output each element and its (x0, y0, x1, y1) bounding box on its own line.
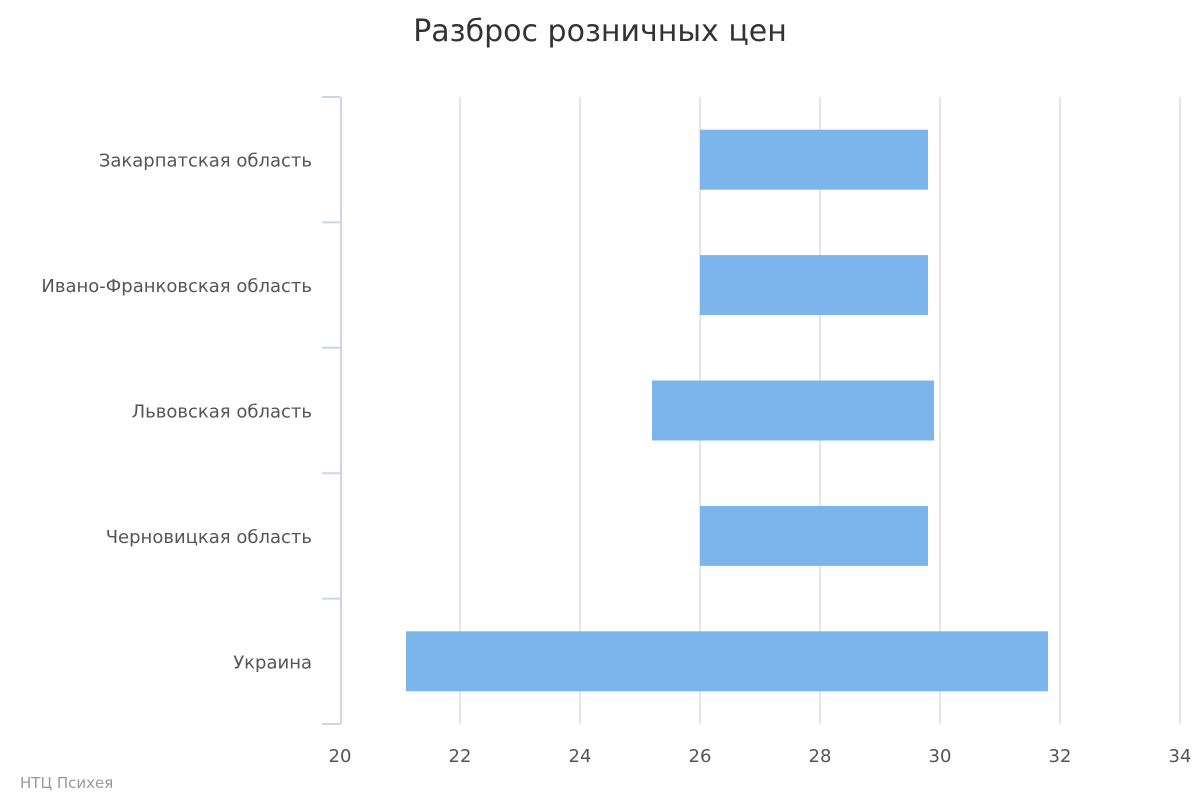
range-bar (652, 380, 934, 441)
x-tick-label: 28 (809, 746, 832, 767)
x-tick-label: 32 (1049, 746, 1072, 767)
category-label: Черновицкая область (106, 527, 312, 548)
category-label: Львовская область (132, 402, 312, 423)
category-label: Ивано-Франковская область (41, 276, 312, 297)
range-bar (700, 255, 928, 316)
category-label: Украина (233, 652, 312, 673)
x-tick-label: 22 (449, 746, 472, 767)
credit-link[interactable]: НТЦ Психея (20, 774, 114, 792)
x-tick-label: 26 (689, 746, 712, 767)
category-label: Закарпатская область (99, 151, 312, 172)
x-tick-label: 30 (929, 746, 952, 767)
x-tick-label: 34 (1169, 746, 1192, 767)
range-bar (406, 631, 1048, 692)
chart-title: Разброс розничных цен (413, 14, 787, 49)
range-bar (700, 505, 928, 566)
x-tick-label: 20 (329, 746, 352, 767)
range-bar (700, 129, 928, 190)
x-tick-label: 24 (569, 746, 592, 767)
